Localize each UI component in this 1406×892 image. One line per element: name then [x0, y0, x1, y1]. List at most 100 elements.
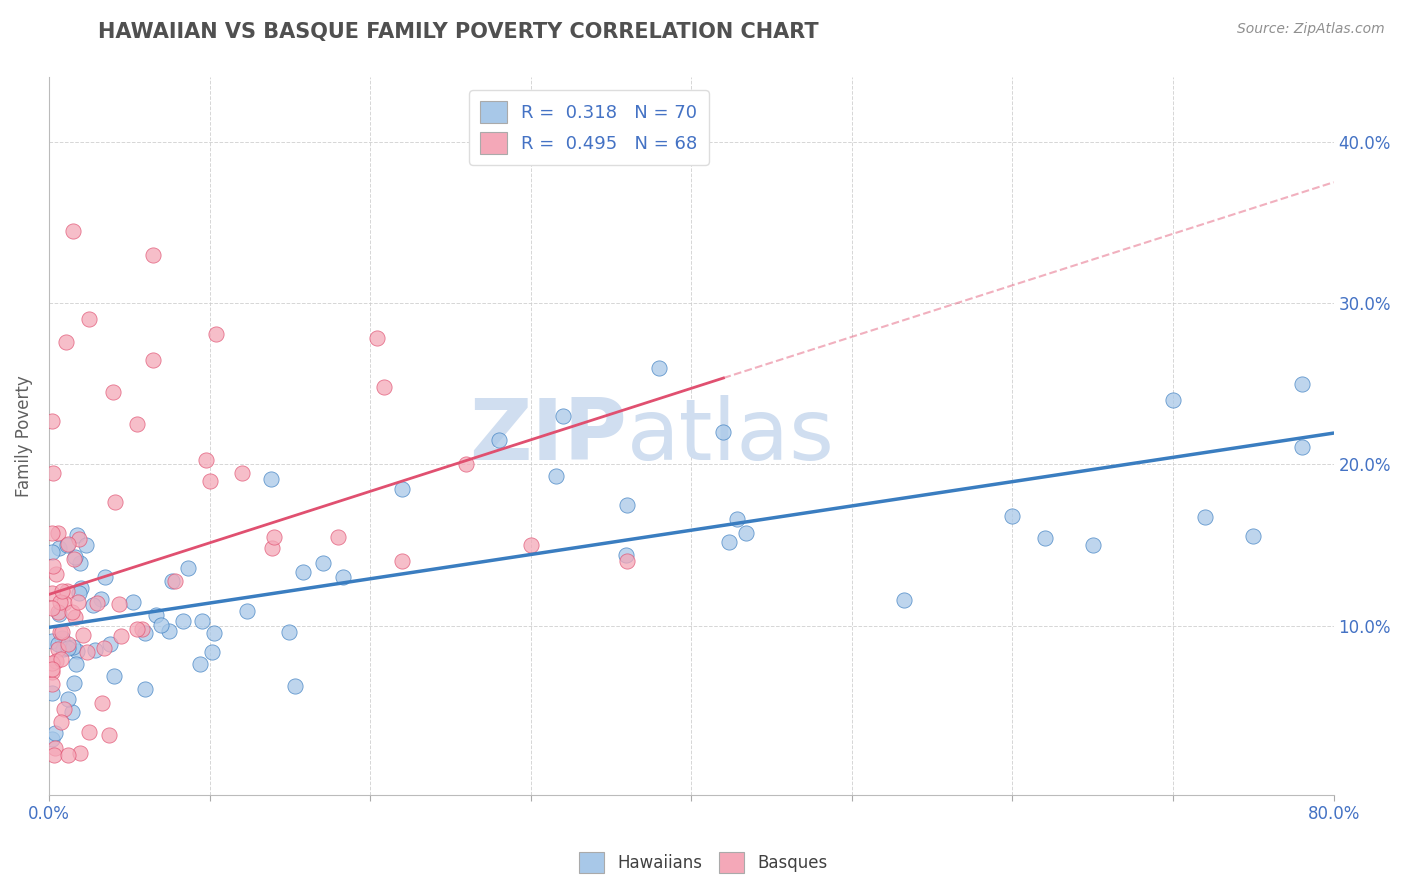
Point — [312, 556, 335, 570]
Point — [93, 640, 115, 655]
Point — [56, 641, 79, 656]
Point — [77, 725, 100, 739]
Point — [725, 512, 748, 526]
Point — [58, 691, 80, 706]
Point — [72, 628, 94, 642]
Point — [134, 681, 156, 696]
Point — [56, 538, 79, 552]
Point — [519, 538, 541, 552]
Point — [56, 637, 79, 651]
Point — [56, 584, 79, 599]
Point — [41, 585, 63, 599]
Point — [41, 545, 63, 559]
Point — [86, 596, 108, 610]
Point — [893, 593, 915, 607]
Point — [69, 746, 91, 760]
Point — [614, 549, 637, 563]
Point — [125, 622, 148, 636]
Point — [142, 352, 165, 367]
Point — [83, 643, 105, 657]
Point — [1291, 440, 1313, 454]
Point — [1081, 538, 1104, 552]
Point — [110, 629, 132, 643]
Point — [157, 624, 180, 639]
Point — [551, 409, 574, 423]
Point — [142, 248, 165, 262]
Point — [69, 556, 91, 570]
Point — [41, 657, 63, 671]
Point — [46, 605, 69, 619]
Point — [41, 676, 63, 690]
Point — [103, 384, 125, 399]
Point — [326, 530, 349, 544]
Point — [90, 592, 112, 607]
Point — [1194, 509, 1216, 524]
Point — [145, 607, 167, 622]
Point — [191, 614, 214, 628]
Point — [616, 498, 638, 512]
Point — [62, 640, 84, 654]
Point — [63, 676, 86, 690]
Point — [278, 624, 301, 639]
Point — [76, 645, 98, 659]
Point — [204, 327, 226, 342]
Point — [177, 561, 200, 575]
Point — [46, 526, 69, 541]
Point — [456, 458, 478, 472]
Point — [284, 679, 307, 693]
Point — [260, 541, 283, 556]
Point — [52, 642, 75, 657]
Point — [195, 452, 218, 467]
Point — [122, 594, 145, 608]
Point — [734, 525, 756, 540]
Legend: Hawaiians, Basques: Hawaiians, Basques — [572, 846, 834, 880]
Point — [41, 686, 63, 700]
Point — [1033, 531, 1056, 545]
Point — [75, 537, 97, 551]
Point — [1001, 509, 1024, 524]
Point — [332, 570, 354, 584]
Point — [58, 747, 80, 762]
Point — [713, 425, 735, 440]
Point — [263, 530, 285, 544]
Point — [134, 626, 156, 640]
Point — [488, 434, 510, 448]
Point — [366, 331, 388, 345]
Point — [201, 645, 224, 659]
Point — [45, 567, 67, 582]
Point — [103, 669, 125, 683]
Point — [172, 614, 194, 628]
Point — [41, 665, 63, 680]
Point — [55, 334, 77, 349]
Point — [66, 644, 89, 658]
Point — [49, 594, 72, 608]
Y-axis label: Family Poverty: Family Poverty — [15, 376, 32, 497]
Point — [41, 558, 63, 573]
Point — [41, 731, 63, 746]
Point — [648, 360, 671, 375]
Point — [66, 595, 89, 609]
Point — [62, 605, 84, 619]
Point — [41, 601, 63, 615]
Point — [51, 714, 73, 729]
Point — [53, 702, 76, 716]
Point — [42, 466, 65, 480]
Point — [1161, 392, 1184, 407]
Point — [160, 574, 183, 588]
Point — [149, 617, 172, 632]
Point — [48, 541, 70, 555]
Point — [98, 637, 121, 651]
Point — [292, 565, 315, 579]
Point — [63, 550, 86, 565]
Point — [41, 525, 63, 540]
Point — [235, 604, 257, 618]
Point — [260, 473, 283, 487]
Point — [131, 622, 153, 636]
Point — [717, 534, 740, 549]
Point — [108, 597, 131, 611]
Point — [82, 598, 104, 612]
Point — [44, 747, 66, 762]
Point — [1291, 376, 1313, 391]
Point — [44, 740, 66, 755]
Point — [125, 417, 148, 431]
